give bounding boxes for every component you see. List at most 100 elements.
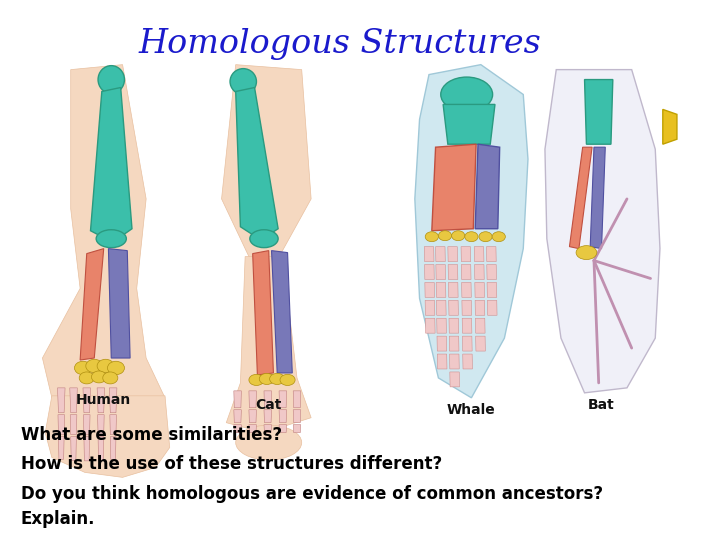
Polygon shape [249,424,256,433]
Polygon shape [97,388,104,413]
Polygon shape [449,318,459,333]
Polygon shape [424,247,434,261]
Polygon shape [71,415,77,435]
Polygon shape [45,396,170,477]
Polygon shape [293,424,301,433]
Polygon shape [474,282,485,298]
Polygon shape [475,318,485,333]
Polygon shape [443,104,495,144]
Polygon shape [448,247,457,261]
Ellipse shape [79,372,94,384]
Polygon shape [84,415,90,435]
Text: Human: Human [76,393,131,407]
Polygon shape [570,147,592,248]
Polygon shape [110,437,116,460]
Text: How is the use of these structures different?: How is the use of these structures diffe… [21,455,442,474]
Polygon shape [437,318,446,333]
Ellipse shape [97,359,114,373]
Polygon shape [462,300,472,315]
Polygon shape [80,248,104,360]
Ellipse shape [250,230,278,248]
Polygon shape [475,144,500,229]
Text: Cat: Cat [256,398,282,412]
Polygon shape [293,410,301,423]
Polygon shape [585,79,613,144]
Ellipse shape [86,359,103,373]
Polygon shape [425,265,434,280]
Polygon shape [436,247,445,261]
Polygon shape [235,87,278,237]
Polygon shape [449,282,458,298]
Polygon shape [476,336,485,351]
Ellipse shape [91,371,107,383]
Ellipse shape [576,246,597,260]
Polygon shape [475,300,485,315]
Polygon shape [432,144,476,231]
Polygon shape [91,87,132,237]
Polygon shape [487,247,496,261]
Polygon shape [436,282,446,298]
Text: Whale: Whale [447,403,496,417]
Polygon shape [462,265,471,280]
Polygon shape [264,410,271,423]
Polygon shape [249,391,256,408]
Polygon shape [42,65,165,398]
Polygon shape [71,437,76,461]
Text: What are some similarities?: What are some similarities? [21,426,282,444]
Polygon shape [279,410,287,423]
Polygon shape [271,251,292,373]
Polygon shape [264,391,271,408]
Polygon shape [109,248,130,358]
Ellipse shape [451,231,465,241]
Polygon shape [437,336,446,351]
Ellipse shape [103,372,118,384]
Ellipse shape [438,231,451,241]
Polygon shape [253,251,274,375]
Ellipse shape [259,373,274,384]
Ellipse shape [492,232,505,242]
Polygon shape [58,437,64,459]
Polygon shape [293,391,301,408]
Ellipse shape [441,77,492,112]
Polygon shape [450,372,459,387]
Polygon shape [474,247,484,261]
Polygon shape [487,300,497,315]
Ellipse shape [74,361,91,375]
Polygon shape [109,388,117,413]
Polygon shape [84,437,89,461]
Text: Bat: Bat [588,398,615,412]
Polygon shape [487,282,497,298]
Polygon shape [545,70,660,393]
Ellipse shape [96,230,126,248]
Polygon shape [425,300,435,315]
Polygon shape [462,318,472,333]
Text: Do you think homologous are evidence of common ancestors?
Explain.: Do you think homologous are evidence of … [21,485,603,528]
Polygon shape [425,282,435,298]
Polygon shape [226,256,311,433]
Ellipse shape [98,66,125,93]
Polygon shape [449,336,459,351]
Polygon shape [437,354,447,369]
Polygon shape [58,388,65,413]
Ellipse shape [270,373,284,384]
Polygon shape [436,265,446,280]
Polygon shape [234,424,241,433]
Polygon shape [426,318,435,333]
Polygon shape [279,391,287,408]
Polygon shape [279,424,287,433]
Polygon shape [463,354,472,369]
Polygon shape [663,110,677,144]
Polygon shape [487,265,497,280]
Ellipse shape [230,69,256,94]
Ellipse shape [280,374,295,386]
Ellipse shape [249,374,264,386]
Polygon shape [249,410,256,423]
Polygon shape [590,147,606,248]
Ellipse shape [479,232,492,242]
Polygon shape [474,265,485,280]
Polygon shape [58,415,65,435]
Polygon shape [83,388,91,413]
Polygon shape [436,300,446,315]
Polygon shape [449,300,459,315]
Polygon shape [462,282,472,298]
